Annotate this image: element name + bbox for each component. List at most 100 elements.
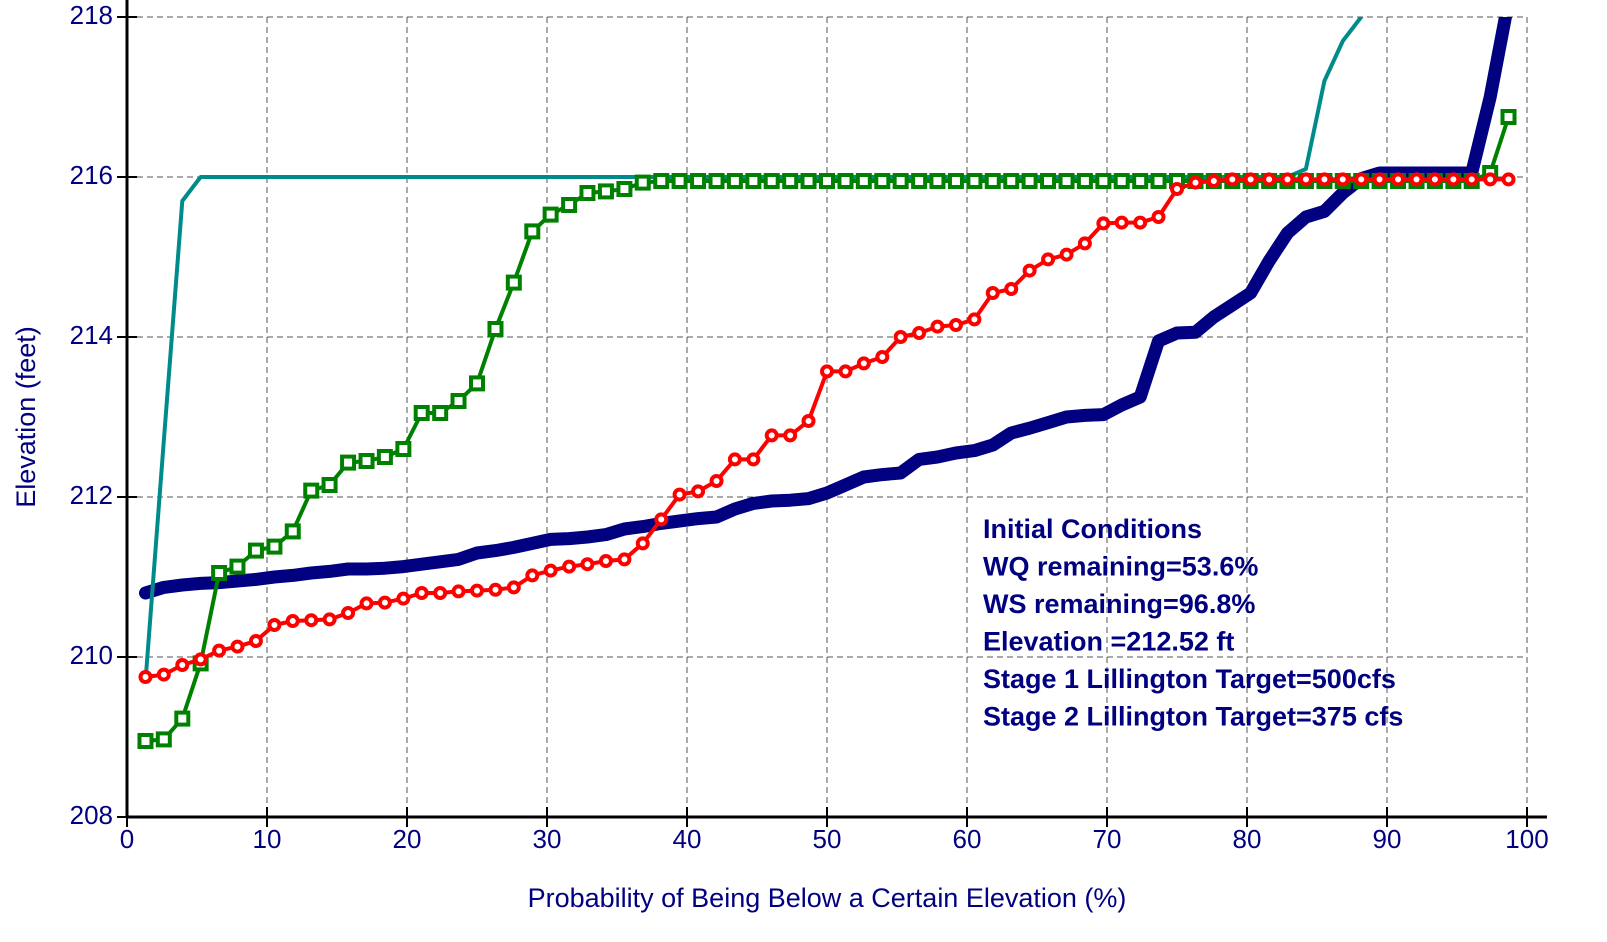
marker (1132, 173, 1149, 189)
marker (819, 173, 835, 189)
marker (985, 286, 1000, 300)
marker (1446, 172, 1461, 187)
marker (1095, 173, 1112, 189)
marker (580, 557, 595, 572)
annotation: WQ remaining=53.6% (983, 552, 1258, 582)
marker (1372, 172, 1387, 187)
series-line (139, 17, 1513, 600)
marker (341, 606, 356, 620)
annotation: WS remaining=96.8% (983, 589, 1255, 619)
marker (763, 173, 780, 189)
marker (432, 405, 449, 421)
marker (230, 639, 245, 654)
y-tick-label: 214 (70, 320, 113, 350)
marker (1501, 172, 1516, 187)
x-tick-label: 70 (1093, 824, 1122, 854)
marker (1409, 172, 1424, 187)
marker (820, 364, 834, 379)
marker (855, 173, 872, 189)
marker (930, 319, 945, 334)
marker (211, 565, 228, 581)
marker (634, 174, 651, 191)
marker (137, 733, 154, 749)
marker (1206, 174, 1221, 188)
marker (726, 173, 743, 189)
marker (395, 441, 412, 457)
marker (322, 612, 337, 627)
marker (1391, 172, 1406, 187)
marker (451, 584, 466, 599)
marker (1133, 215, 1148, 230)
marker (764, 428, 779, 443)
marker (525, 568, 540, 583)
marker (377, 595, 392, 610)
marker (653, 173, 670, 189)
x-tick-label: 60 (953, 824, 982, 854)
x-tick-label: 10 (253, 824, 282, 854)
marker (414, 586, 429, 600)
marker (1225, 172, 1240, 187)
marker (929, 173, 946, 189)
marker (745, 173, 762, 189)
marker (1113, 173, 1130, 189)
marker (450, 393, 467, 409)
y-axis-title: Elevation (feet) (11, 326, 41, 508)
marker (487, 321, 504, 337)
marker (746, 452, 761, 467)
marker (1500, 109, 1517, 125)
marker (1096, 216, 1111, 231)
marker (470, 583, 484, 598)
marker (156, 667, 171, 682)
marker (875, 350, 890, 364)
marker (1058, 173, 1075, 189)
marker (1483, 172, 1498, 187)
plot-area (137, 17, 1517, 749)
marker (1003, 173, 1020, 189)
x-tick-label: 80 (1233, 824, 1262, 854)
marker (1243, 172, 1258, 187)
marker (801, 414, 816, 428)
marker (174, 710, 191, 727)
annotation: Elevation =212.52 ft (983, 627, 1234, 657)
marker (469, 375, 485, 392)
marker (1021, 173, 1038, 189)
marker (892, 173, 909, 189)
marker (248, 634, 263, 648)
marker (1040, 173, 1057, 189)
marker (138, 670, 153, 684)
marker (1335, 172, 1350, 187)
y-tick-label: 216 (70, 160, 113, 190)
marker (524, 223, 541, 240)
marker (1150, 173, 1167, 189)
marker (708, 173, 725, 189)
marker (505, 274, 522, 291)
marker (838, 364, 853, 379)
marker (1004, 282, 1019, 296)
marker (229, 558, 246, 575)
marker (212, 643, 227, 658)
marker (727, 452, 742, 467)
marker (654, 512, 669, 527)
marker (948, 318, 963, 332)
marker (635, 536, 650, 551)
marker (800, 173, 817, 189)
marker (1317, 172, 1332, 187)
marker (1170, 182, 1184, 196)
marker (1151, 210, 1166, 224)
marker (266, 538, 283, 555)
marker (433, 586, 448, 600)
marker (285, 614, 300, 628)
marker (597, 183, 614, 200)
marker (543, 563, 558, 578)
annotation: Stage 2 Lillington Target=375 cfs (983, 702, 1403, 732)
marker (691, 484, 706, 499)
marker (782, 173, 799, 189)
marker (321, 477, 338, 493)
marker (966, 173, 983, 189)
marker (1427, 172, 1442, 187)
annotation: Initial Conditions (983, 514, 1202, 544)
marker (984, 173, 1001, 189)
marker (506, 580, 521, 595)
marker (967, 312, 982, 327)
